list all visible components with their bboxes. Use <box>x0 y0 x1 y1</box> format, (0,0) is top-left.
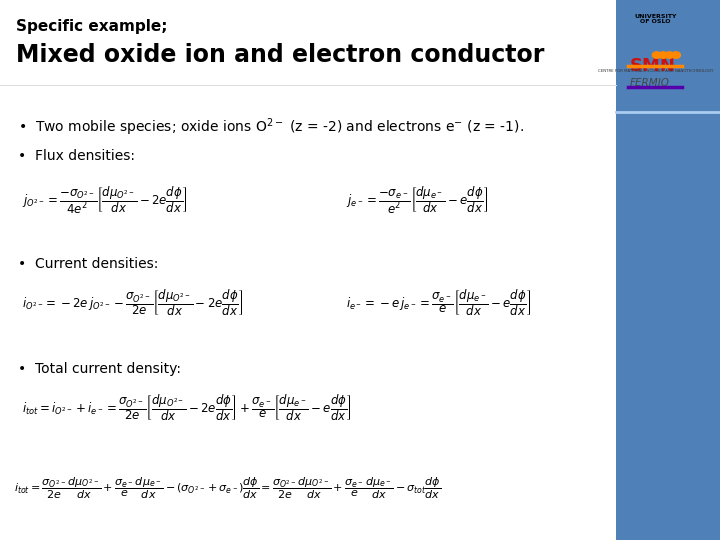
Circle shape <box>672 52 680 58</box>
Text: $i_{e^-} = -e\,j_{e^-} = \dfrac{\sigma_{e^-}}{e}\left[\dfrac{d\mu_{e^-}}{dx} - e: $i_{e^-} = -e\,j_{e^-} = \dfrac{\sigma_{… <box>346 287 531 318</box>
Text: •  Flux densities:: • Flux densities: <box>18 148 135 163</box>
Text: UNIVERSITY
OF OSLO: UNIVERSITY OF OSLO <box>634 14 677 24</box>
Text: $i_{tot} = \dfrac{\sigma_{O^{2-}}}{2e}\dfrac{d\mu_{O^{2-}}}{dx} + \dfrac{\sigma_: $i_{tot} = \dfrac{\sigma_{O^{2-}}}{2e}\d… <box>14 476 441 502</box>
Text: CENTRE FOR MATERIALS SCIENCE AND NANOTECHNOLOGY: CENTRE FOR MATERIALS SCIENCE AND NANOTEC… <box>598 69 713 73</box>
Text: Specific example;: Specific example; <box>16 19 167 34</box>
Text: $i_{O^{2-}} = -2e\,j_{O^{2-}} - \dfrac{\sigma_{O^{2-}}}{2e}\left[\dfrac{d\mu_{O^: $i_{O^{2-}} = -2e\,j_{O^{2-}} - \dfrac{\… <box>22 287 243 318</box>
Text: •  Total current density:: • Total current density: <box>18 362 181 376</box>
Circle shape <box>652 52 661 58</box>
Text: •  Two mobile species; oxide ions O$^{2-}$ (z = -2) and electrons e$^{-}$ (z = -: • Two mobile species; oxide ions O$^{2-}… <box>18 116 524 138</box>
Text: Mixed oxide ion and electron conductor: Mixed oxide ion and electron conductor <box>16 43 544 67</box>
Bar <box>0 0 616 86</box>
Text: $j_{e^-} = \dfrac{-\sigma_{e^-}}{e^2}\left[\dfrac{d\mu_{e^-}}{dx} - e\dfrac{d\ph: $j_{e^-} = \dfrac{-\sigma_{e^-}}{e^2}\le… <box>346 184 488 216</box>
Circle shape <box>659 52 667 58</box>
Text: $i_{tot} = i_{O^{2-}} + i_{e^-} = \dfrac{\sigma_{O^{2-}}}{2e}\left[\dfrac{d\mu_{: $i_{tot} = i_{O^{2-}} + i_{e^-} = \dfrac… <box>22 393 351 423</box>
Circle shape <box>665 52 674 58</box>
Bar <box>616 0 720 540</box>
Text: FERMIO: FERMIO <box>630 78 670 89</box>
Text: $j_{O^{2-}} = \dfrac{-\sigma_{O^{2-}}}{4e^2}\left[\dfrac{d\mu_{O^{2-}}}{dx} - 2e: $j_{O^{2-}} = \dfrac{-\sigma_{O^{2-}}}{4… <box>22 184 187 216</box>
Text: SMN: SMN <box>630 57 676 75</box>
Text: •  Current densities:: • Current densities: <box>18 256 158 271</box>
